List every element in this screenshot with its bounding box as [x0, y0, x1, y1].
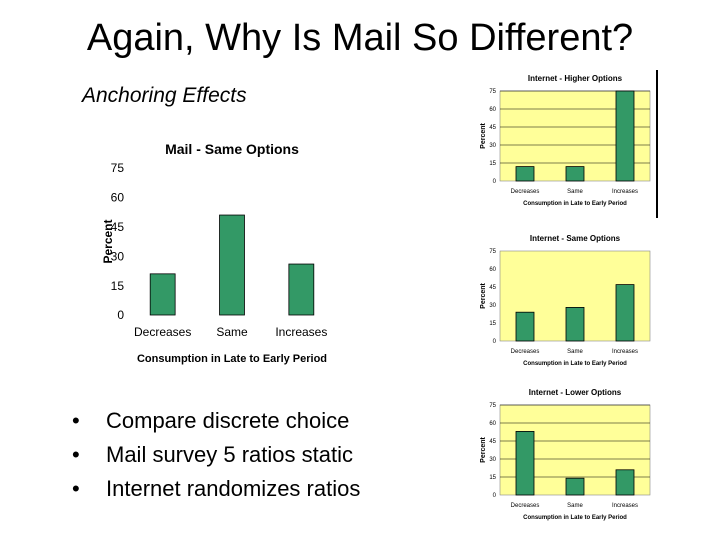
chart-internet-lower-options: Internet - Lower Options 0 15 30 45 60 75 Perce…	[480, 388, 651, 521]
x-axis-label: Consumption in Late to Early Period	[523, 201, 627, 207]
y-axis-label: Percent	[480, 282, 487, 308]
bullet-dot-icon: •	[72, 442, 80, 467]
y-tick-label: 75	[489, 249, 496, 255]
y-tick-label: 60	[489, 267, 496, 273]
chart-internet-higher-options: Internet - Higher Options 0 15 30 45 60 75 Perc…	[480, 74, 651, 207]
x-tick-label: Increases	[612, 349, 638, 355]
bullet-item: • Compare discrete choice	[72, 404, 360, 438]
bullet-item: • Internet randomizes ratios	[72, 472, 360, 506]
slide-title: Again, Why Is Mail So Different?	[86, 17, 634, 59]
bullet-dot-icon: •	[72, 476, 80, 501]
y-tick-label: 15	[111, 279, 125, 293]
chart-title: Internet - Lower Options	[529, 388, 622, 397]
y-tick-label: 0	[493, 179, 497, 185]
y-tick-label: 0	[493, 493, 497, 499]
chart-title: Internet - Same Options	[530, 234, 621, 243]
bar-decreases	[515, 311, 535, 342]
bar-same	[565, 166, 585, 182]
bullet-text: Compare discrete choice	[106, 408, 350, 433]
y-tick-label: 30	[489, 457, 496, 463]
y-tick-label: 0	[493, 339, 497, 345]
chart-title: Mail - Same Options	[165, 141, 299, 157]
y-tick-label: 75	[489, 89, 496, 95]
y-axis-label: Percent	[480, 122, 487, 148]
y-tick-label: 0	[117, 308, 124, 322]
y-tick-label: 45	[111, 220, 125, 234]
y-tick-label: 60	[489, 107, 496, 113]
x-tick-label: Increases	[612, 503, 638, 509]
y-tick-label: 45	[489, 125, 496, 131]
y-tick-label: 15	[489, 161, 496, 167]
y-axis-label: Percent	[101, 219, 115, 263]
bullet-item: • Mail survey 5 ratios static	[72, 438, 360, 472]
bar-same	[565, 307, 585, 342]
bar-decreases	[515, 431, 535, 496]
y-tick-label: 30	[111, 249, 125, 263]
divider-line	[656, 70, 658, 218]
y-tick-label: 15	[489, 475, 496, 481]
x-tick-label: Increases	[275, 325, 327, 339]
y-tick-label: 30	[489, 143, 496, 149]
chart-internet-same-options: Internet - Same Options 0 15 30 45 60 75 Percen…	[480, 234, 651, 367]
x-axis-label: Consumption in Late to Early Period	[523, 515, 627, 521]
bar-increases	[615, 90, 635, 182]
bar-decreases	[515, 166, 535, 182]
bar-increases	[615, 469, 635, 496]
y-tick-label: 30	[489, 303, 496, 309]
x-tick-label: Same	[567, 349, 583, 355]
bullet-list: • Compare discrete choice • Mail survey 5 …	[72, 404, 360, 506]
y-tick-label: 75	[489, 403, 496, 409]
chart-title: Internet - Higher Options	[528, 74, 623, 83]
x-axis-label: Consumption in Late to Early Period	[137, 353, 327, 365]
y-tick-label: 15	[489, 321, 496, 327]
x-tick-label: Decreases	[511, 189, 540, 195]
y-tick-label: 60	[111, 191, 125, 205]
bullet-dot-icon: •	[72, 408, 80, 433]
slide-subtitle: Anchoring Effects	[82, 84, 247, 107]
bar-increases	[615, 284, 635, 342]
bullet-text: Mail survey 5 ratios static	[106, 442, 353, 467]
x-tick-label: Same	[567, 189, 583, 195]
x-tick-label: Decreases	[511, 349, 540, 355]
bar-same	[565, 477, 585, 496]
bar-same	[219, 214, 245, 316]
bar-increases	[288, 263, 315, 316]
x-tick-label: Decreases	[511, 503, 540, 509]
y-tick-label: 60	[489, 421, 496, 427]
y-tick-label: 75	[111, 161, 125, 175]
y-axis-label: Percent	[480, 436, 487, 462]
bar-decreases	[149, 273, 176, 316]
x-tick-label: Increases	[612, 189, 638, 195]
x-tick-label: Same	[567, 503, 583, 509]
x-axis-label: Consumption in Late to Early Period	[523, 361, 627, 367]
bullet-text: Internet randomizes ratios	[106, 476, 361, 501]
x-tick-label: Decreases	[134, 325, 191, 339]
x-tick-label: Same	[216, 325, 248, 339]
chart-mail-same-options: Mail - Same Options 0 15 30 45 60 75 Percent Dec…	[101, 141, 327, 365]
y-tick-label: 45	[489, 285, 496, 291]
y-tick-label: 45	[489, 439, 496, 445]
